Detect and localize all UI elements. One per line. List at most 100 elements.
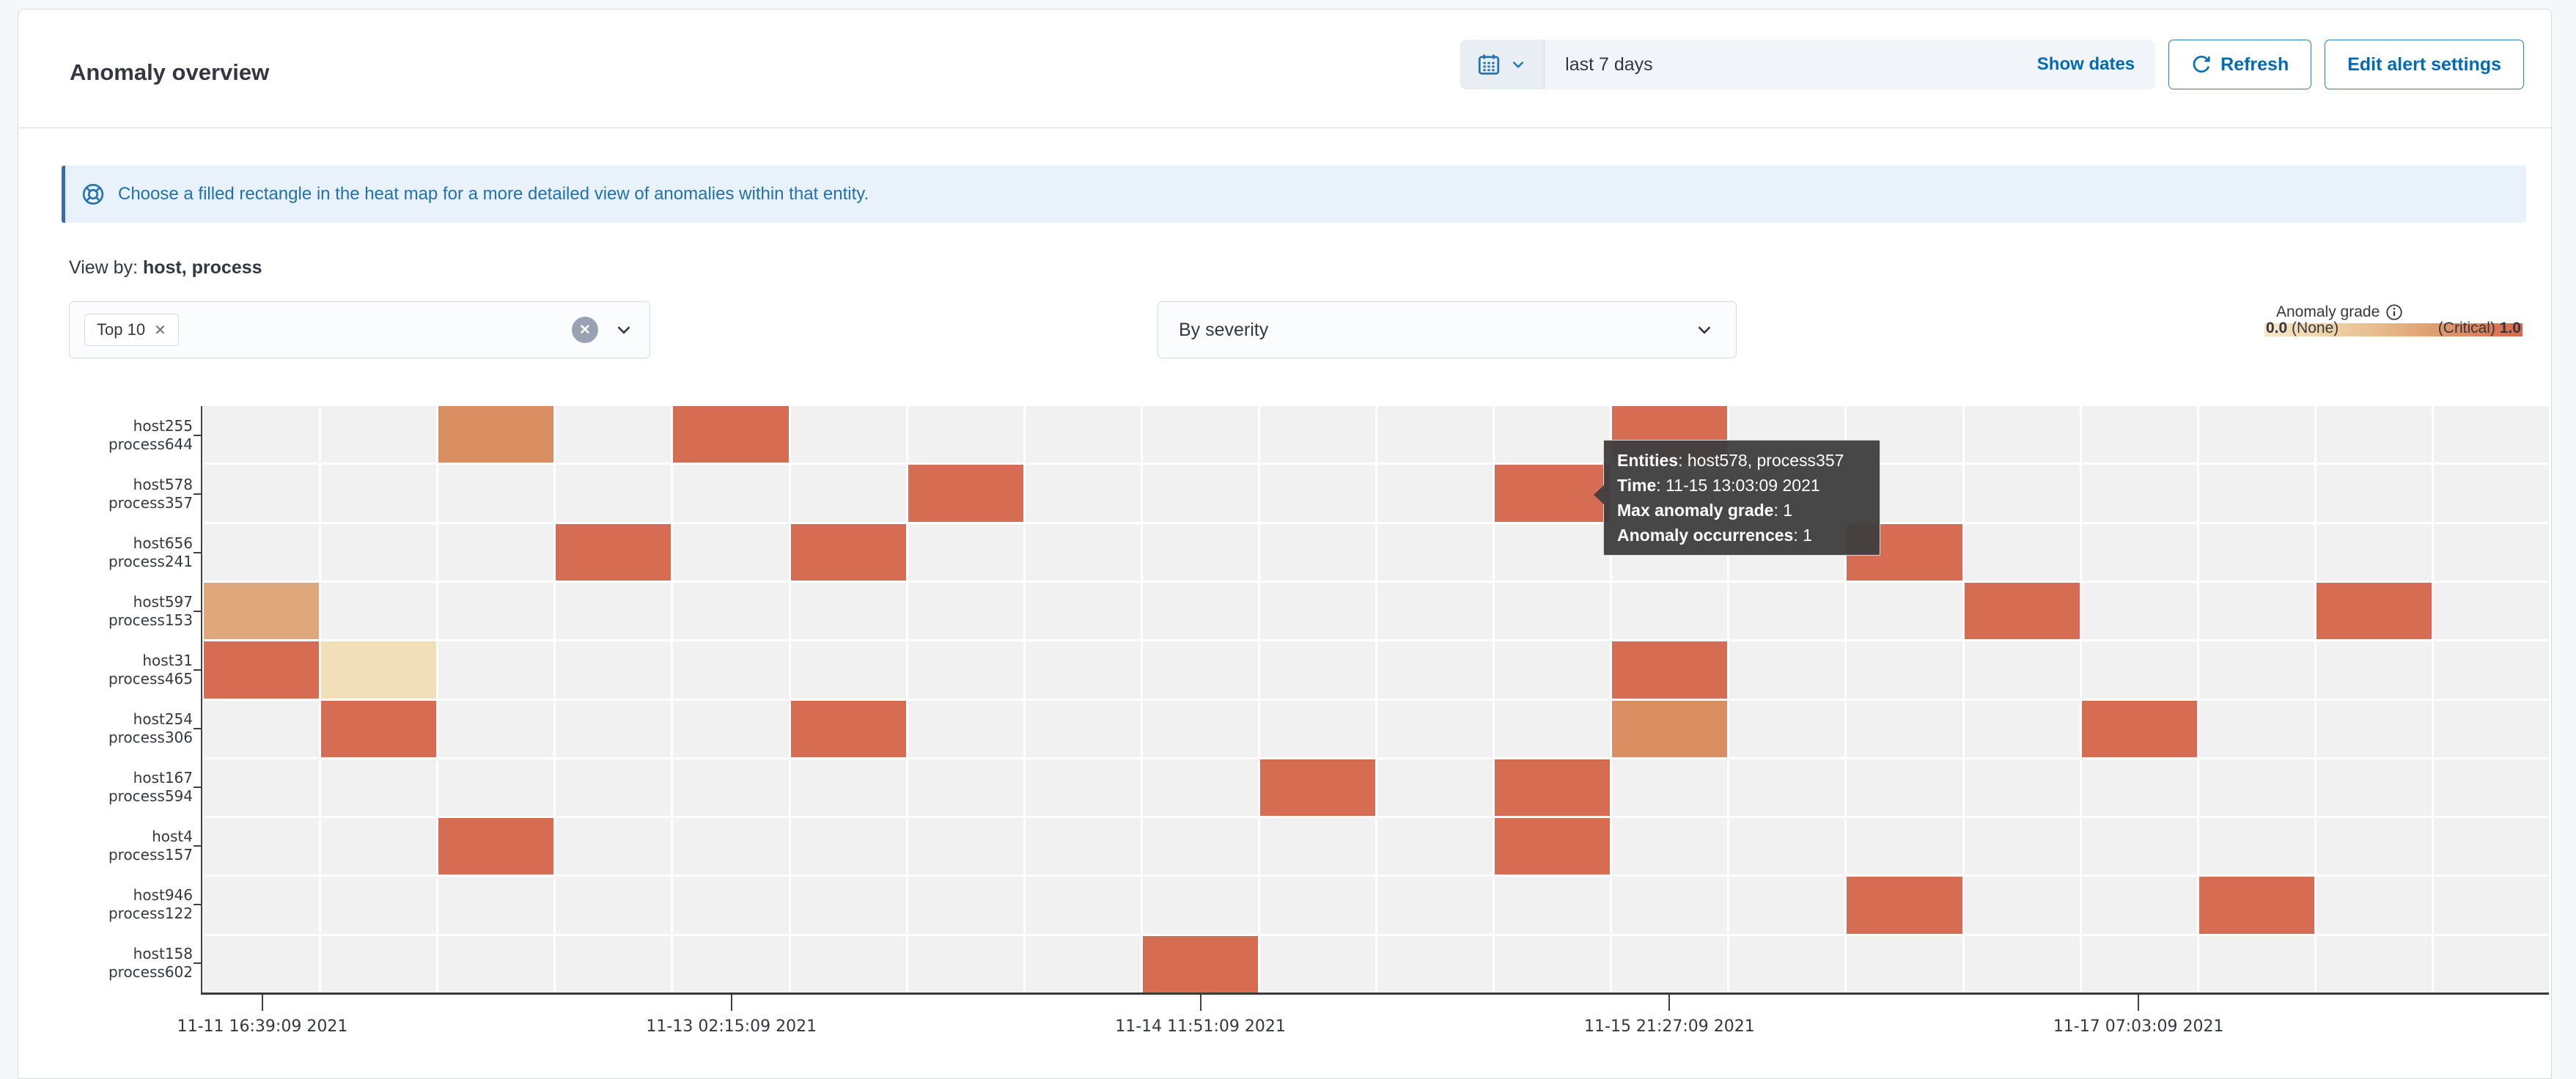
- heatmap-cell-empty: [204, 465, 320, 522]
- heatmap-cell-filled[interactable]: [204, 582, 320, 640]
- heatmap-cell-filled[interactable]: [1495, 818, 1611, 875]
- heatmap-cell-empty: [1964, 641, 2080, 699]
- row-label: host597 process153: [108, 593, 193, 629]
- heatmap-cell-filled[interactable]: [1612, 700, 1728, 757]
- heatmap-cell-empty: [1729, 759, 1845, 817]
- heatmap-cell-empty: [1964, 465, 2080, 522]
- heatmap-cell-filled[interactable]: [556, 523, 671, 581]
- heatmap-cell-filled[interactable]: [790, 523, 906, 581]
- refresh-button[interactable]: Refresh: [2168, 40, 2312, 89]
- heatmap-cell-empty: [556, 465, 671, 522]
- show-dates-link[interactable]: Show dates: [2036, 54, 2135, 74]
- heatmap-cell-empty: [1495, 406, 1611, 463]
- heatmap-cell-filled[interactable]: [1142, 935, 1258, 993]
- heatmap-cell-empty: [2433, 465, 2549, 522]
- row-label: host578 process357: [108, 476, 193, 512]
- heatmap-cell-filled[interactable]: [1964, 582, 2080, 640]
- row-label: host167 process594: [108, 769, 193, 805]
- heatmap-cell-empty: [673, 935, 789, 993]
- heatmap-cell-empty: [1495, 877, 1611, 934]
- heatmap-cell-filled[interactable]: [2316, 582, 2432, 640]
- x-axis-label: 11-15 21:27:09 2021: [1584, 1017, 1755, 1036]
- heatmap-cell-filled[interactable]: [1495, 759, 1611, 817]
- heatmap-cell-filled[interactable]: [321, 700, 437, 757]
- top-n-pill: Top 10 ✕: [84, 314, 179, 346]
- tooltip-grade-line: Max anomaly grade1: [1617, 498, 1866, 523]
- heatmap-cell-empty: [1377, 641, 1493, 699]
- heatmap-cell-filled[interactable]: [673, 406, 789, 463]
- date-quick-select-button[interactable]: [1460, 40, 1545, 89]
- heatmap-cell-filled[interactable]: [1612, 641, 1728, 699]
- heatmap-cell-empty: [2081, 406, 2197, 463]
- header-controls: last 7 days Show dates Refresh Edit aler…: [1460, 40, 2524, 89]
- combobox-clear-button[interactable]: ✕: [572, 317, 598, 343]
- heatmap-cell-empty: [1964, 818, 2080, 875]
- heatmap-cell-empty: [204, 523, 320, 581]
- heatmap-cell-empty: [1495, 641, 1611, 699]
- chevron-down-icon[interactable]: [613, 319, 635, 341]
- y-axis-tick: [194, 493, 201, 495]
- heatmap-cell-empty: [1847, 818, 1962, 875]
- heatmap-cell-empty: [438, 523, 554, 581]
- heatmap-cell-filled[interactable]: [2198, 877, 2314, 934]
- view-by-label: View by: host, process: [69, 257, 262, 278]
- heatmap-cell-filled[interactable]: [2081, 700, 2197, 757]
- calendar-icon: [1476, 52, 1501, 77]
- heatmap-cell-empty: [1729, 700, 1845, 757]
- heatmap-cell-empty: [1495, 700, 1611, 757]
- heatmap-cell-empty: [673, 641, 789, 699]
- heatmap-cell-empty: [1025, 641, 1141, 699]
- info-icon[interactable]: [2385, 303, 2403, 321]
- heatmap-cell-filled[interactable]: [438, 406, 554, 463]
- heatmap-y-axis: [201, 406, 202, 994]
- heatmap-cell-empty: [2081, 582, 2197, 640]
- heatmap-cell-empty: [556, 700, 671, 757]
- heatmap-cell-empty: [1142, 818, 1258, 875]
- heatmap-cell-empty: [2433, 523, 2549, 581]
- pill-remove-icon[interactable]: ✕: [154, 322, 166, 339]
- top-n-combobox[interactable]: Top 10 ✕ ✕: [69, 301, 650, 358]
- heatmap-cell-empty: [2433, 641, 2549, 699]
- heatmap-cell-empty: [321, 759, 437, 817]
- sort-by-select[interactable]: By severity: [1158, 301, 1737, 358]
- heatmap-cell-empty: [438, 465, 554, 522]
- legend-max-label: (Critical) 1.0: [2437, 320, 2521, 336]
- heatmap-cell-filled[interactable]: [438, 818, 554, 875]
- heatmap-cell-filled[interactable]: [908, 465, 1023, 522]
- heatmap-cell-empty: [908, 877, 1023, 934]
- heatmap-cell-empty: [1495, 582, 1611, 640]
- heatmap-cell-filled[interactable]: [1495, 465, 1611, 522]
- heatmap-cell-empty: [438, 877, 554, 934]
- heatmap-cell-empty: [1142, 877, 1258, 934]
- heatmap-cell-empty: [1729, 641, 1845, 699]
- heatmap-cell-filled[interactable]: [321, 641, 437, 699]
- heatmap-cell-empty: [1025, 818, 1141, 875]
- heatmap-cell-filled[interactable]: [1259, 759, 1375, 817]
- heatmap-cell-empty: [790, 582, 906, 640]
- heatmap-cell-empty: [2316, 641, 2432, 699]
- heatmap-cell-empty: [204, 700, 320, 757]
- y-axis-tick: [194, 435, 201, 436]
- row-label: host255 process644: [108, 417, 193, 453]
- edit-alert-settings-button[interactable]: Edit alert settings: [2325, 40, 2524, 89]
- x-axis-tick: [1668, 995, 1671, 1011]
- heatmap-cell-empty: [2081, 759, 2197, 817]
- x-axis-label: 11-17 07:03:09 2021: [2053, 1017, 2224, 1036]
- tooltip-arrow: [1594, 485, 1605, 505]
- row-label: host4 process157: [108, 828, 193, 863]
- heatmap-cell-empty: [1964, 759, 2080, 817]
- tooltip-occurrences-line: Anomaly occurrences1: [1617, 523, 1866, 548]
- date-range-display[interactable]: last 7 days Show dates: [1545, 40, 2155, 89]
- info-callout: Choose a filled rectangle in the heat ma…: [62, 166, 2526, 223]
- heatmap-cell-filled[interactable]: [1847, 877, 1962, 934]
- heatmap-cell-empty: [1729, 818, 1845, 875]
- heatmap-cell-empty: [790, 935, 906, 993]
- heatmap-cell-empty: [1495, 935, 1611, 993]
- heatmap-cell-empty: [2433, 935, 2549, 993]
- heatmap-cell-empty: [2081, 641, 2197, 699]
- heatmap-cell-empty: [2316, 465, 2432, 522]
- heatmap-cell-filled[interactable]: [790, 700, 906, 757]
- x-axis-tick: [261, 995, 263, 1011]
- heatmap-cell-empty: [556, 818, 671, 875]
- heatmap-cell-filled[interactable]: [204, 641, 320, 699]
